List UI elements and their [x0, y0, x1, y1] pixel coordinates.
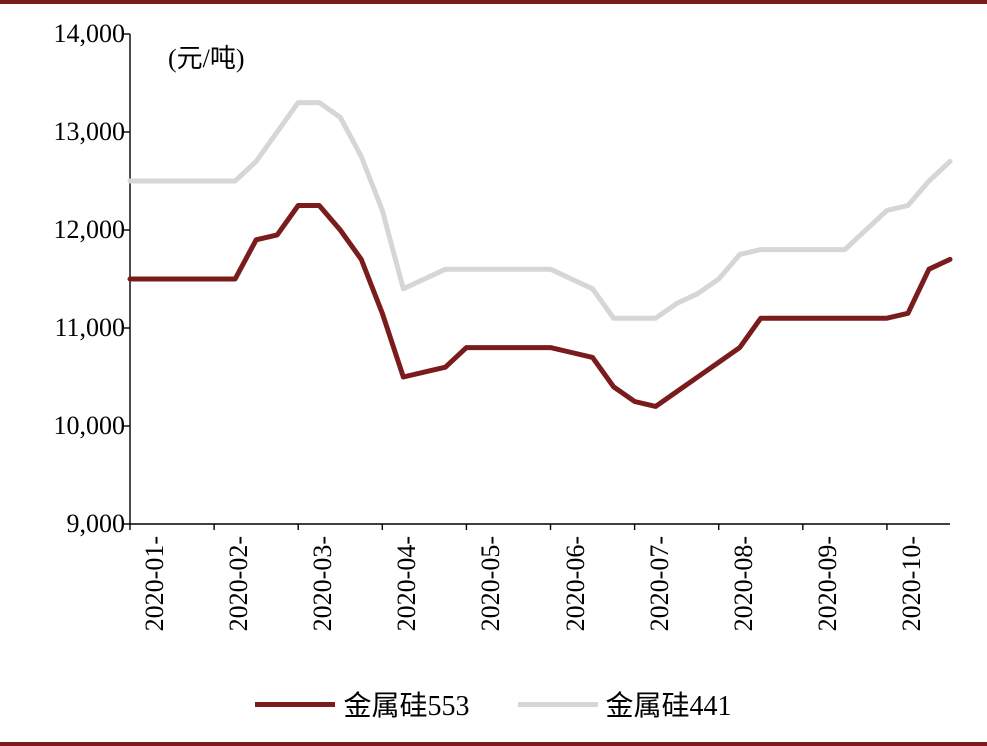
y-tick-label: 14,000: [54, 19, 126, 49]
y-tick-label: 11,000: [54, 313, 125, 343]
legend-swatch-441: [518, 702, 598, 707]
legend-swatch-553: [255, 702, 335, 707]
x-tick-label: 2020-05-: [476, 536, 506, 631]
y-tick-label: 9,000: [67, 509, 126, 539]
legend: 金属硅553 金属硅441: [0, 684, 987, 724]
y-tick-label: 13,000: [54, 117, 126, 147]
series-line: [130, 103, 950, 319]
x-tick-label: 2020-07-: [645, 536, 675, 631]
x-tick-label: 2020-09-: [813, 536, 843, 631]
x-tick-label: 2020-10-: [897, 536, 927, 631]
plot-area: [130, 34, 950, 524]
y-tick-label: 10,000: [54, 411, 126, 441]
legend-item-441: 金属硅441: [518, 684, 732, 724]
legend-label-441: 金属硅441: [606, 684, 732, 724]
series-line: [130, 206, 950, 407]
x-tick-label: 2020-06-: [561, 536, 591, 631]
legend-label-553: 金属硅553: [343, 684, 469, 724]
legend-item-553: 金属硅553: [255, 684, 469, 724]
chart-container: (元/吨) 金属硅553 金属硅441 9,000 10,000 11,000 12,…: [0, 0, 987, 746]
x-tick-label: 2020-04-: [392, 536, 422, 631]
x-tick-label: 2020-01-: [140, 536, 170, 631]
x-tick-label: 2020-08-: [729, 536, 759, 631]
y-tick-label: 12,000: [54, 215, 126, 245]
x-tick-label: 2020-03-: [308, 536, 338, 631]
y-axis-unit: (元/吨): [168, 38, 245, 75]
x-tick-label: 2020-02-: [224, 536, 254, 631]
chart-svg: [130, 34, 950, 524]
